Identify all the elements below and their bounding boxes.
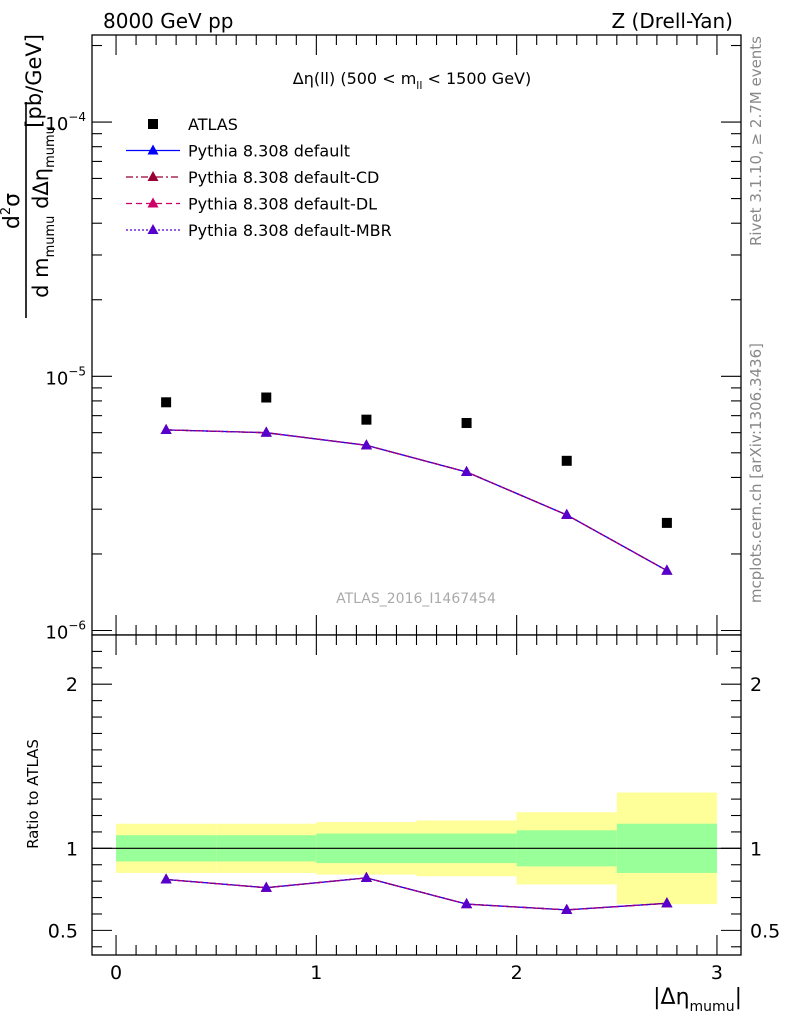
ratio-ylabel: Ratio to ATLAS — [24, 739, 42, 849]
ratio-series-line-3 — [166, 877, 667, 911]
ylabel-denominator: d mmumu dΔηmumu — [29, 126, 58, 298]
ratio-series-3-marker-4 — [561, 903, 573, 914]
main-ytick-label-0: 10−6 — [45, 618, 86, 643]
ratio-ytick-label-left-0: 0.5 — [48, 920, 78, 942]
plot-title-tail: < 1500 GeV) — [422, 69, 531, 88]
ratio-xtick-label-1: 1 — [310, 962, 322, 984]
ylabel-unit: [pb/GeV] — [22, 34, 46, 128]
main-series-4-marker-3 — [461, 466, 473, 477]
plot-title-main: Δη(ll) (500 < m — [293, 69, 417, 88]
main-ytick-label-2: 10−4 — [45, 110, 86, 135]
ratio-series-3-marker-1 — [260, 881, 272, 892]
analysis-watermark: ATLAS_2016_I1467454 — [336, 591, 496, 607]
header-left: 8000 GeV pp — [103, 9, 234, 33]
legend-label-3: Pythia 8.308 default-DL — [188, 195, 377, 214]
main-axes: 10−610−510−4 — [45, 34, 742, 643]
ylabel-numerator: d2σ — [0, 193, 25, 229]
ratio-series-3-marker-3 — [461, 898, 473, 909]
ratio-series-group — [160, 871, 673, 914]
atlas-point-0 — [161, 397, 172, 408]
legend-label-4: Pythia 8.308 default-MBR — [188, 221, 392, 240]
ytick-exp: −5 — [68, 364, 86, 378]
header-right: Z (Drell-Yan) — [611, 9, 733, 33]
ratio-ytick-label-right-1: 1 — [750, 838, 762, 860]
main-series-4-marker-0 — [160, 423, 172, 434]
ratio-plot-area — [92, 635, 741, 955]
main-series-4-marker-1 — [260, 426, 272, 437]
plot-title: Δη(ll) (500 < mll < 1500 GeV) — [293, 69, 531, 92]
atlas-point-3 — [461, 417, 472, 428]
main-frame-bg — [92, 35, 741, 635]
main-series-4-marker-5 — [661, 564, 673, 575]
mcplots-label: mcplots.cern.ch [arXiv:1306.3436] — [747, 343, 765, 603]
ratio-ytick-label-left-1: 1 — [66, 838, 78, 860]
ratio-axes: 0.5 0.5 1 1 2 2 0 1 2 3 — [48, 634, 780, 984]
legend-marker-1 — [147, 144, 159, 155]
main-plot-area — [92, 35, 741, 635]
ytick-base: 10 — [45, 622, 68, 643]
ytick-exp: −4 — [68, 110, 86, 124]
ytick-base: 10 — [45, 114, 68, 135]
legend-marker-4 — [147, 224, 159, 234]
ratio-ytick-label-right-0: 0.5 — [750, 920, 780, 942]
ratio-xtick-label-3: 3 — [711, 962, 723, 984]
atlas-point-2 — [361, 414, 372, 425]
plot-title-sub: ll — [416, 79, 422, 92]
ratio-xlabel: |Δηmumu| — [653, 985, 742, 1015]
ratio-series-3-marker-5 — [661, 897, 673, 908]
rivet-label: Rivet 3.1.10, ≥ 2.7M events — [747, 36, 765, 246]
main-series-group — [160, 392, 673, 575]
main-series-line-4 — [166, 429, 668, 572]
main-ytick-label-1: 10−5 — [45, 364, 86, 389]
legend-marker-0 — [148, 119, 158, 129]
main-series-4-marker-2 — [360, 439, 372, 450]
ratio-xtick-label-2: 2 — [511, 962, 523, 984]
main-series-4-marker-4 — [561, 508, 573, 519]
ytick-exp: −6 — [68, 618, 86, 632]
legend: ATLAS Pythia 8.308 default Pythia 8.308 de… — [126, 115, 392, 240]
ytick-base: 10 — [45, 368, 68, 389]
legend-label-0: ATLAS — [188, 115, 238, 134]
ratio-series-3-marker-0 — [160, 873, 172, 884]
atlas-point-5 — [661, 517, 672, 528]
legend-marker-2 — [147, 171, 159, 181]
ratio-ytick-label-right-2: 2 — [750, 674, 762, 696]
atlas-point-1 — [261, 392, 272, 403]
legend-marker-3 — [147, 197, 159, 208]
legend-label-1: Pythia 8.308 default — [188, 142, 350, 161]
ratio-xtick-label-0: 0 — [110, 962, 122, 984]
main-ylabel: d2σ d mmumu dΔηmumu [pb/GeV] — [0, 34, 58, 318]
atlas-point-4 — [561, 455, 572, 466]
ratio-series-3-marker-2 — [360, 871, 372, 882]
legend-label-2: Pythia 8.308 default-CD — [188, 168, 379, 187]
ratio-ytick-label-left-2: 2 — [66, 674, 78, 696]
